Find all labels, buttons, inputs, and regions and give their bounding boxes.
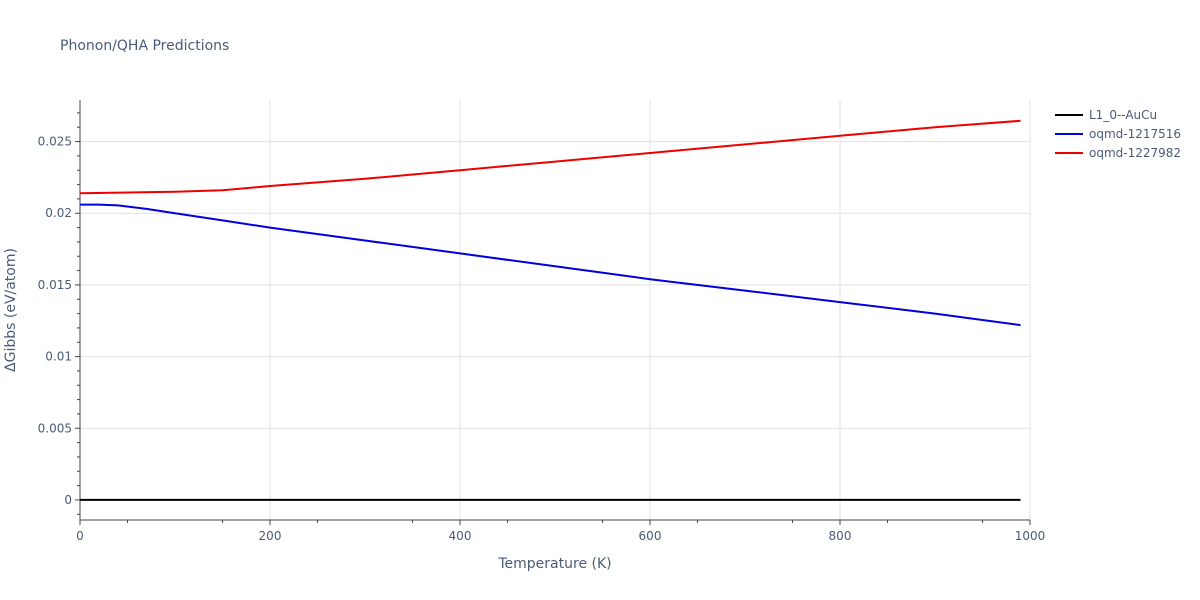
x-tick-label: 400 (449, 529, 472, 543)
x-tick-label: 800 (829, 529, 852, 543)
y-tick-label: 0.005 (38, 421, 72, 435)
y-axis-title: ΔGibbs (eV/atom) (3, 248, 19, 372)
series-lines (79, 119, 1021, 501)
chart-title: Phonon/QHA Predictions (60, 38, 229, 54)
y-tick-label: 0 (64, 493, 72, 507)
axes: 0 200 400 600 800 1000 0 0.005 0.01 0.015 0.02 0.02… (38, 100, 1046, 543)
legend-label: oqmd-1217516 (1089, 127, 1181, 141)
legend-item[interactable]: oqmd-1227982 (1055, 146, 1181, 160)
legend: L1_0--AuCu oqmd-1217516 oqmd-1227982 (1055, 108, 1181, 160)
x-axis-title: Temperature (K) (497, 556, 611, 572)
legend-label: oqmd-1227982 (1089, 146, 1181, 160)
x-tick-label: 1000 (1015, 529, 1046, 543)
x-tick-label: 600 (639, 529, 662, 543)
x-tick-label: 0 (76, 529, 84, 543)
series-line (80, 203, 1021, 327)
y-tick-label: 0.02 (45, 206, 72, 220)
x-tick-label: 200 (259, 529, 282, 543)
grid (80, 100, 1031, 520)
legend-label: L1_0--AuCu (1089, 108, 1157, 122)
legend-item[interactable]: oqmd-1217516 (1055, 127, 1181, 141)
y-tick-label: 0.015 (38, 278, 72, 292)
legend-item[interactable]: L1_0--AuCu (1055, 108, 1157, 122)
series-line (79, 119, 1021, 195)
y-tick-label: 0.01 (45, 350, 72, 364)
y-tick-label: 0.025 (38, 135, 72, 149)
